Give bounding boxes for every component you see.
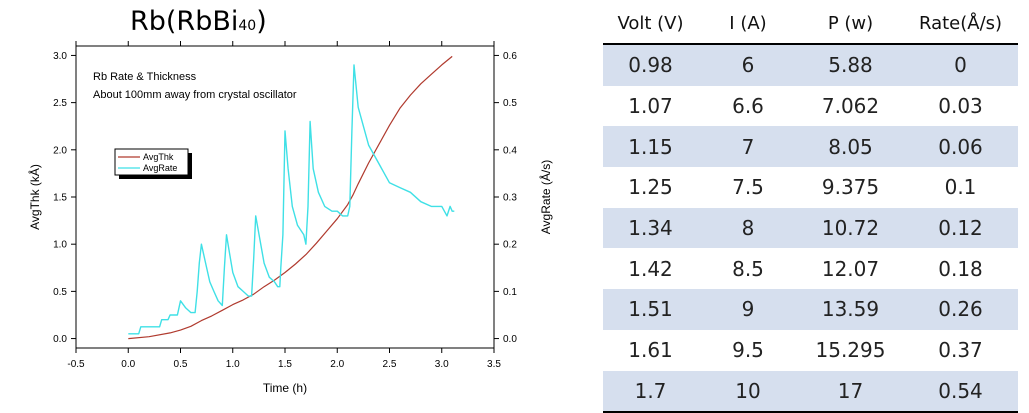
y-axis-right-label: AvgRate (Å/s) [538, 160, 553, 234]
x-axis-label: Time (h) [263, 381, 307, 395]
header-power: P (w) [827, 12, 874, 34]
y-left-tick-label: 0.5 [53, 287, 67, 298]
table-row: 1.51 9 13.59 0.26 [603, 289, 1018, 330]
y-left-tick-label: 0.0 [53, 334, 67, 345]
table-cell: 1.42 [628, 256, 673, 281]
series-group [128, 55, 455, 340]
x-tick-label: -0.5 [67, 359, 85, 370]
table-cell: 10.72 [798, 207, 903, 249]
table-cell: 5.88 [798, 44, 903, 86]
table-row: 1.7 10 17 0.54 [603, 370, 1018, 413]
y-axis-left-label: AvgThk (kÅ) [27, 164, 42, 230]
table-cell: 1.34 [603, 207, 698, 249]
x-tick-label: 0.0 [121, 359, 135, 370]
y-right-tick-label: 0.6 [503, 51, 517, 62]
table-body: 0.98 6 5.88 0 1.07 6.6 7.062 0.03 1.15 7 8.05 0.06 1… [603, 44, 1018, 413]
table-cell: 6.6 [732, 94, 764, 119]
table-cell: 0.18 [938, 256, 983, 281]
table-row: 1.25 7.5 9.375 0.1 [603, 167, 1018, 208]
header-current: I (A) [729, 12, 767, 34]
y-left-tick-label: 1.0 [53, 240, 67, 251]
table-cell: 0.12 [903, 207, 1018, 249]
x-axis: -0.5 0.0 0.5 1.0 1.5 2.0 2.5 3.0 3.5 [67, 41, 501, 370]
plot-frame [75, 45, 495, 349]
x-tick-label: 0.5 [174, 359, 188, 370]
chart-panel: Rb(RbBi40) -0.5 0.0 0.5 1.0 1.5 2.0 2.5 3.0 3.5 … [27, 6, 553, 395]
table-cell: 17 [798, 370, 903, 413]
x-tick-label: 1.5 [278, 359, 292, 370]
table-cell: 9 [698, 289, 798, 330]
table-row: 1.15 7 8.05 0.06 [603, 126, 1018, 168]
table-cell: 15.295 [815, 338, 886, 363]
table-cell: 0 [903, 44, 1018, 86]
table-row: 1.07 6.6 7.062 0.03 [603, 86, 1018, 127]
table-cell: 0.37 [938, 338, 983, 363]
table-row: 1.42 8.5 12.07 0.18 [603, 248, 1018, 289]
table-cell: 0.03 [938, 94, 983, 119]
y-right-tick-label: 0.2 [503, 240, 517, 251]
header-rate: Rate(Å/s) [918, 12, 1003, 34]
x-tick-label: 3.0 [435, 359, 449, 370]
annotation-line-1: Rb Rate & Thickness [93, 71, 197, 83]
table-cell: 7 [698, 126, 798, 168]
x-tick-label: 3.5 [487, 359, 501, 370]
table-cell: 1.07 [628, 94, 673, 119]
y-right-tick-label: 0.5 [503, 98, 517, 109]
table-row: 0.98 6 5.88 0 [603, 44, 1018, 86]
chart-title: Rb(RbBi40) [130, 6, 267, 37]
table-cell: 7.5 [732, 175, 764, 200]
table-row: 1.34 8 10.72 0.12 [603, 207, 1018, 249]
table-cell: 0.26 [903, 289, 1018, 330]
legend-box [114, 148, 189, 176]
legend-label-avgthk: AvgThk [143, 152, 174, 162]
x-tick-label: 2.0 [330, 359, 344, 370]
table-header-row: Volt (V) I (A) P (w) Rate(Å/s) [603, 3, 1018, 44]
series-line-avgrate [128, 64, 455, 335]
y-left-tick-label: 3.0 [53, 51, 67, 62]
series-line-avgthk [128, 55, 453, 340]
table-cell: 12.07 [821, 256, 880, 281]
y-right-tick-label: 0.4 [503, 145, 517, 156]
table-cell: 1.61 [628, 338, 673, 363]
y-left-tick-label: 2.5 [53, 98, 67, 109]
table-cell: 1.25 [628, 175, 673, 200]
table-cell: 9.5 [732, 338, 764, 363]
y-right-tick-label: 0.1 [503, 287, 517, 298]
table-cell: 1.51 [603, 289, 698, 330]
table-cell: 0.1 [944, 175, 977, 200]
table-cell: 6 [698, 44, 798, 86]
y-axis-left: 0.0 0.5 1.0 1.5 2.0 2.5 3.0 [53, 51, 76, 345]
x-tick-label: 2.5 [383, 359, 397, 370]
table-cell: 13.59 [798, 289, 903, 330]
table-cell: 9.375 [821, 175, 880, 200]
y-right-tick-label: 0.0 [503, 334, 517, 345]
table-cell: 8.05 [798, 126, 903, 168]
legend-label-avgrate: AvgRate [143, 163, 177, 173]
y-axis-right: 0.0 0.1 0.2 0.3 0.4 0.5 0.6 [494, 51, 517, 345]
table-cell: 10 [698, 370, 798, 413]
annotation-line-2: About 100mm away from crystal oscillator [93, 89, 297, 101]
y-left-tick-label: 2.0 [53, 145, 67, 156]
table-cell: 7.062 [821, 94, 880, 119]
legend: AvgThk AvgRate [114, 148, 192, 179]
x-tick-label: 1.0 [226, 359, 240, 370]
table-cell: 1.15 [603, 126, 698, 168]
y-right-tick-label: 0.3 [503, 193, 517, 204]
table-row: 1.61 9.5 15.295 0.37 [603, 330, 1018, 371]
plot-svg: -0.5 0.0 0.5 1.0 1.5 2.0 2.5 3.0 3.5 0.0 0.5 1.0 1.… [27, 41, 553, 395]
table-cell: 8.5 [732, 256, 764, 281]
table-cell: 0.98 [603, 44, 698, 86]
table-cell: 8 [698, 207, 798, 249]
table-cell: 1.7 [603, 370, 698, 413]
y-left-tick-label: 1.5 [53, 193, 67, 204]
data-table: Volt (V) I (A) P (w) Rate(Å/s) 0.98 6 5.88… [603, 3, 1018, 413]
header-volt: Volt (V) [617, 12, 684, 34]
table-cell: 0.06 [903, 126, 1018, 168]
table-cell: 0.54 [903, 370, 1018, 413]
